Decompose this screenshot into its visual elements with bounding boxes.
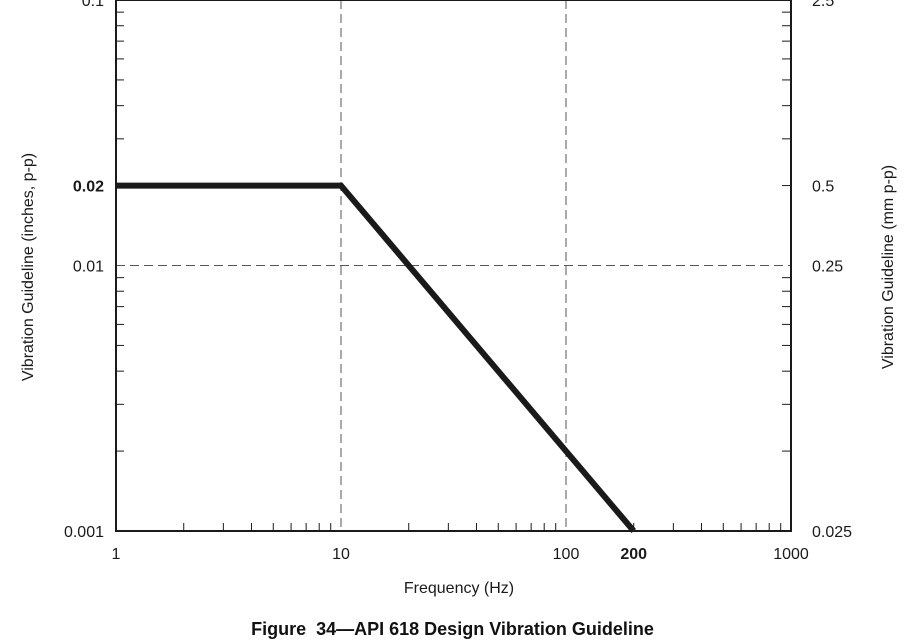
- y-tick-label-left: 0.1: [82, 0, 104, 10]
- y-tick-label-left: 0.01: [73, 259, 104, 276]
- series-line: [116, 182, 636, 533]
- x-axis-title: Frequency (Hz): [404, 580, 514, 597]
- plot-frame: [115, 0, 792, 532]
- y-tick-labels-left: 0.001 0.01 0.02 0.1: [64, 0, 104, 541]
- x-tick-label: 100: [553, 546, 580, 563]
- grid-lines: [116, 0, 791, 531]
- y-tick-label-right: 0.025: [812, 524, 852, 541]
- y-tick-label-left: 0.001: [64, 524, 104, 541]
- y-tick-label-right: 0.25: [812, 259, 843, 276]
- y-tick-label-right: 0.5: [812, 179, 834, 196]
- x-tick-label: 10: [332, 546, 350, 563]
- x-tick-label: 1000: [773, 546, 809, 563]
- y-axis-title-left: Vibration Guideline (inches, p-p): [20, 153, 37, 381]
- x-tick-labels: 1 10 100 200 1000: [112, 546, 809, 563]
- x-tick-label: 200: [620, 546, 647, 563]
- y-tick-labels-right: 0.025 0.25 0.5 2.5: [812, 0, 852, 541]
- y-axis-title-right: Vibration Guideline (mm p-p): [880, 165, 897, 369]
- figure-caption: Figure 34—API 618 Design Vibration Guide…: [251, 619, 654, 639]
- x-tick-label: 1: [112, 546, 121, 563]
- series-group: [116, 182, 636, 533]
- minor-ticks: [116, 11, 791, 531]
- y-tick-label-left: 0.02: [73, 179, 104, 196]
- y-tick-label-right: 2.5: [812, 0, 834, 10]
